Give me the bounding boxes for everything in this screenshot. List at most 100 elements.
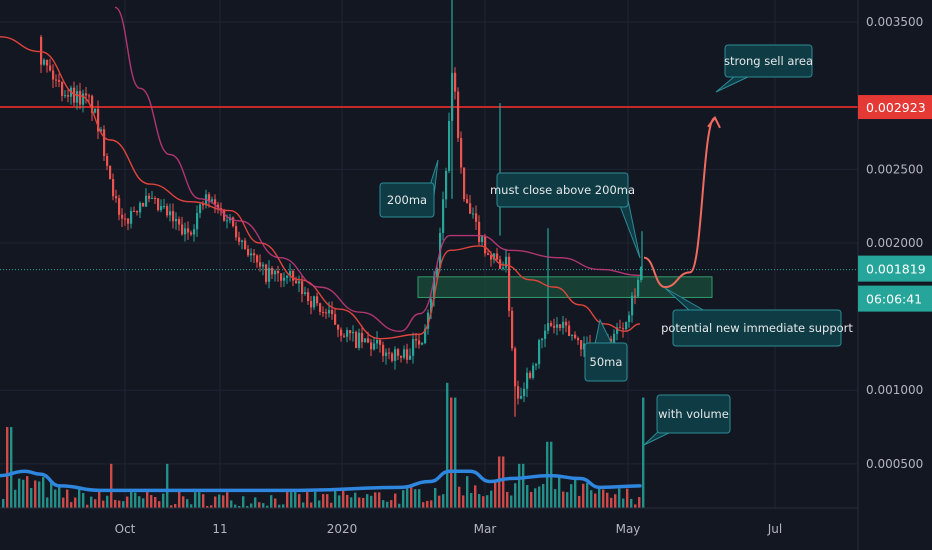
price-axis[interactable]: 0.003500 0.002500 0.002000 0.001000 0.000500 bbox=[866, 15, 923, 471]
candle-body bbox=[130, 210, 133, 224]
volume-bar bbox=[70, 502, 73, 508]
volume-bar bbox=[446, 382, 449, 508]
candle-body bbox=[637, 279, 640, 297]
candle-body bbox=[496, 253, 499, 260]
candle-body bbox=[109, 165, 112, 180]
candle-body bbox=[58, 80, 61, 82]
volume-bar bbox=[526, 485, 529, 508]
volume-bar bbox=[102, 500, 105, 508]
candle-body bbox=[349, 330, 352, 334]
candle-body bbox=[94, 108, 97, 113]
volume-bar bbox=[614, 494, 617, 508]
time-axis[interactable]: Oct 11 2020 Mar May Jul bbox=[115, 522, 783, 536]
candle-body bbox=[568, 325, 571, 336]
candle-body bbox=[355, 332, 358, 348]
volume-bar bbox=[374, 492, 377, 508]
volume-bar bbox=[558, 477, 561, 508]
volume-bar bbox=[318, 500, 321, 508]
time-tick-label: Oct bbox=[115, 522, 136, 536]
candle-body bbox=[475, 213, 478, 222]
candle-body bbox=[577, 338, 580, 341]
volume-bar bbox=[266, 505, 269, 508]
volume-bar bbox=[38, 481, 41, 508]
projection-curve bbox=[643, 116, 716, 289]
volume-bar bbox=[502, 456, 505, 508]
candle-body bbox=[520, 396, 523, 399]
volume-bar bbox=[306, 492, 309, 508]
volume-bar bbox=[270, 495, 273, 508]
volume-bar bbox=[138, 496, 141, 508]
volume-bar bbox=[30, 487, 33, 508]
candle-body bbox=[223, 210, 226, 221]
candle-body bbox=[115, 196, 118, 199]
candle-body bbox=[322, 311, 325, 313]
candle-body bbox=[574, 334, 577, 339]
ma200-line bbox=[114, 6, 641, 333]
candle-body bbox=[49, 65, 52, 71]
callout-with-volume[interactable]: with volume bbox=[643, 394, 731, 446]
candle-body bbox=[334, 314, 337, 325]
volume-bar bbox=[378, 492, 381, 508]
callout-strong-sell[interactable]: strong sell area bbox=[715, 44, 813, 93]
callout-50ma[interactable]: 50ma bbox=[584, 318, 628, 382]
candle-body bbox=[268, 268, 271, 282]
volume-bar bbox=[134, 492, 137, 508]
volume-bar bbox=[586, 482, 589, 508]
callout-text: with volume bbox=[658, 407, 729, 421]
moving-averages bbox=[0, 6, 641, 340]
candle-body bbox=[433, 276, 436, 300]
volume-bar bbox=[282, 504, 285, 508]
time-tick-label: Mar bbox=[474, 522, 497, 536]
volume-bar bbox=[66, 489, 69, 508]
volume-bar bbox=[154, 497, 157, 508]
candle-body bbox=[346, 330, 349, 337]
candle-body bbox=[160, 206, 163, 211]
candle-body bbox=[328, 310, 331, 314]
volume-bar bbox=[642, 397, 645, 508]
volume-bar bbox=[142, 498, 145, 508]
candle-body bbox=[460, 138, 463, 168]
countdown-badge bbox=[858, 285, 932, 312]
volume-bar bbox=[226, 492, 229, 508]
candle-body bbox=[304, 292, 307, 294]
volume-bar bbox=[630, 498, 633, 508]
volume-bar bbox=[466, 476, 469, 508]
candle-body bbox=[55, 79, 58, 81]
volume-bar bbox=[450, 397, 453, 508]
candle-body bbox=[118, 198, 121, 215]
candle-body bbox=[298, 281, 301, 284]
volume-bar bbox=[578, 495, 581, 508]
volume-bar bbox=[478, 494, 481, 508]
callout-box bbox=[584, 342, 628, 382]
candle-body bbox=[562, 321, 565, 329]
volume-bar bbox=[634, 504, 637, 508]
candle-body bbox=[217, 204, 220, 209]
candle-body bbox=[616, 327, 619, 334]
callout-text: potential new immediate support bbox=[661, 321, 853, 335]
candle-body bbox=[46, 59, 49, 66]
callout-200ma[interactable]: 200ma bbox=[379, 159, 439, 218]
candle-body bbox=[325, 312, 328, 314]
candle-body bbox=[430, 299, 433, 313]
volume-layer bbox=[0, 382, 645, 508]
volume-bar bbox=[146, 491, 149, 508]
candle-body bbox=[169, 211, 172, 216]
volume-bar bbox=[418, 489, 421, 508]
resistance-price-label: 0.002923 bbox=[866, 100, 926, 115]
volume-bar bbox=[210, 505, 213, 508]
time-tick-label: Jul bbox=[767, 522, 782, 536]
current-price-badge bbox=[858, 255, 932, 282]
candle-body bbox=[529, 372, 532, 378]
volume-ma-line bbox=[0, 469, 642, 493]
volume-bar bbox=[202, 494, 205, 508]
callout-must-close[interactable]: must close above 200ma bbox=[490, 172, 641, 259]
volume-bar bbox=[522, 463, 525, 508]
volume-bar bbox=[342, 490, 345, 508]
volume-bar bbox=[574, 478, 577, 508]
volume-bar bbox=[10, 427, 13, 508]
candle-body bbox=[121, 214, 124, 219]
candle-body bbox=[556, 324, 559, 328]
callout-potential-support[interactable]: potential new immediate support bbox=[661, 287, 853, 347]
volume-bar bbox=[162, 493, 165, 508]
